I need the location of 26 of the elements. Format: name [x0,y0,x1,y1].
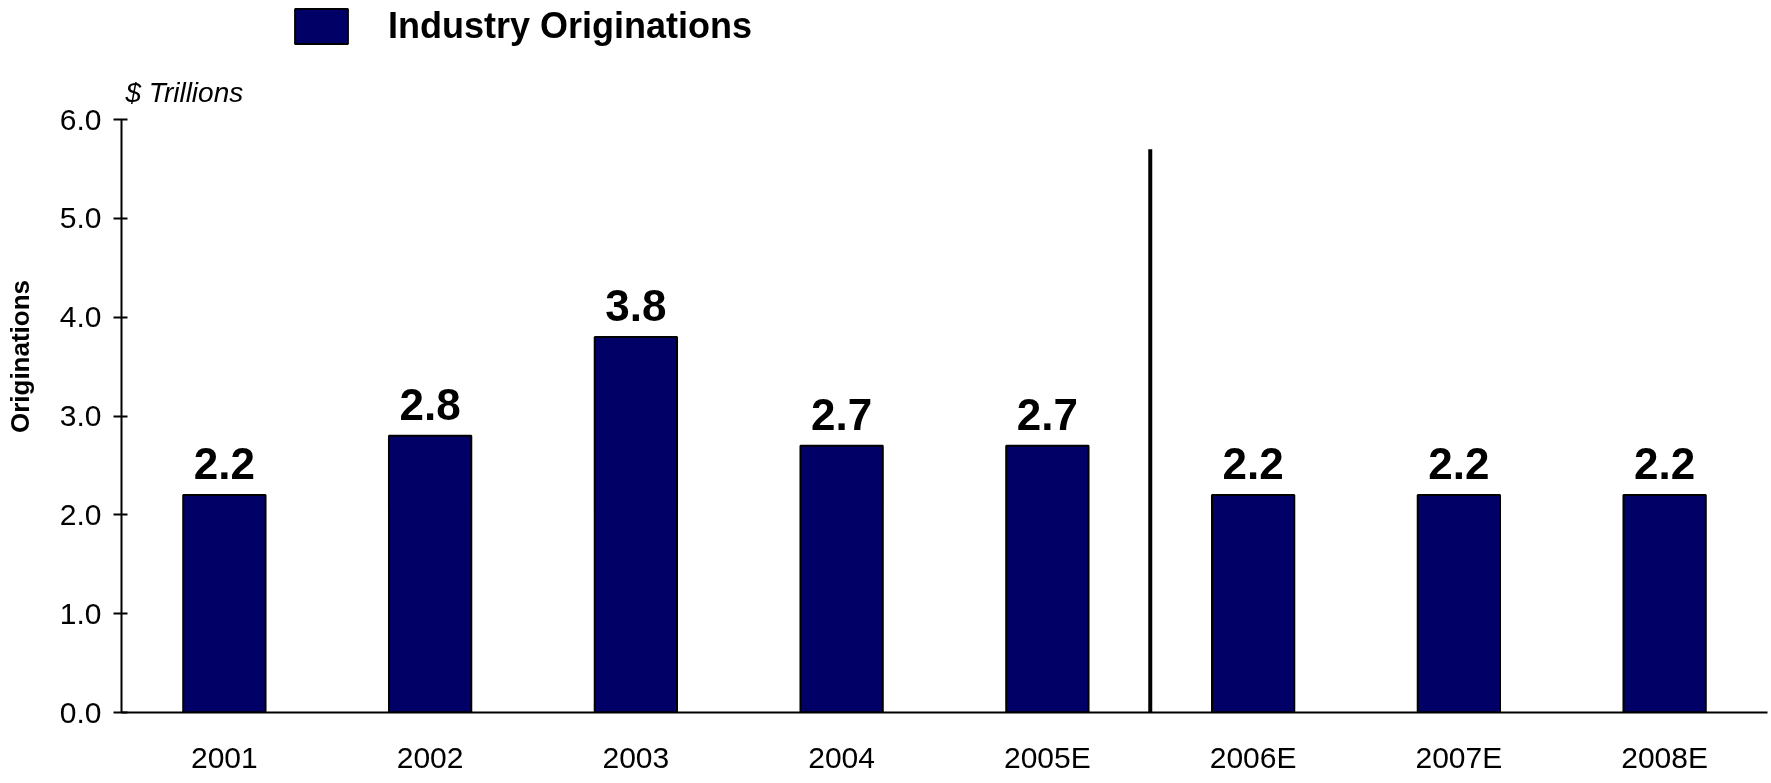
x-tick-label: 2002 [396,740,464,774]
data-label: 3.8 [605,280,667,330]
x-tick-label: 2005E [1004,740,1091,774]
x-tick-label: 2001 [191,740,258,774]
data-label: 2.2 [1428,439,1490,489]
data-label: 2.2 [193,439,255,489]
y-tick-label: 1.0 [59,596,102,630]
x-tick-label: 2008E [1621,740,1708,774]
x-tick-label: 2006E [1209,740,1297,774]
data-label: 2.7 [811,389,873,439]
y-tick-label: 6.0 [59,102,102,136]
text: $ Trillions [124,76,244,108]
y-tick-label: 3.0 [59,399,102,432]
y-tick-label: 0.0 [59,695,102,729]
x-tick-label: 2007E [1415,740,1503,774]
x-tick-label: 2004 [808,740,876,774]
y-axis-title: Originations [4,279,35,434]
data-label: 2.2 [1634,439,1696,489]
data-label: 2.8 [399,379,461,429]
y-tick-label: 2.0 [59,497,102,531]
y-tick-label: 4.0 [59,300,102,334]
y-tick-label: 5.0 [59,201,102,235]
legend-label: Industry Originations [388,5,753,47]
data-label: 2.2 [1222,439,1284,489]
x-tick-label: 2003 [602,740,670,774]
data-label: 2.7 [1016,389,1078,439]
